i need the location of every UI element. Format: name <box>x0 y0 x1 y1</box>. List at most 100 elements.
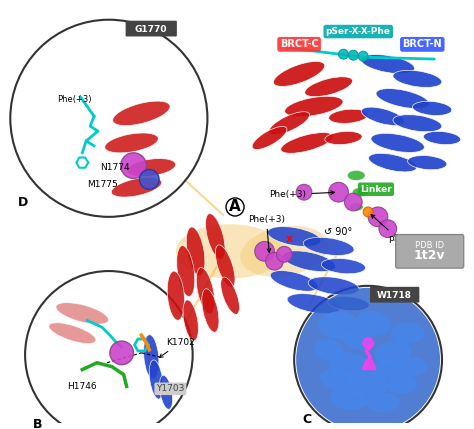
Text: G1770: G1770 <box>135 25 167 34</box>
Text: B: B <box>33 418 43 429</box>
Polygon shape <box>362 360 376 370</box>
Ellipse shape <box>252 127 287 150</box>
Ellipse shape <box>287 294 341 314</box>
Circle shape <box>255 242 274 261</box>
Ellipse shape <box>347 372 389 397</box>
Ellipse shape <box>111 178 162 197</box>
Text: K1702: K1702 <box>159 338 195 357</box>
Ellipse shape <box>398 357 427 377</box>
Ellipse shape <box>113 101 170 126</box>
Ellipse shape <box>376 89 429 109</box>
Ellipse shape <box>56 303 109 324</box>
Ellipse shape <box>127 159 176 177</box>
Circle shape <box>10 20 208 217</box>
Ellipse shape <box>330 388 367 410</box>
Text: Phe(+3): Phe(+3) <box>270 190 335 199</box>
Circle shape <box>110 341 134 365</box>
Ellipse shape <box>149 360 163 399</box>
Ellipse shape <box>352 188 368 196</box>
Text: 1t2v: 1t2v <box>413 249 445 262</box>
Ellipse shape <box>215 245 235 287</box>
FancyBboxPatch shape <box>370 287 419 302</box>
FancyBboxPatch shape <box>126 21 177 36</box>
Ellipse shape <box>423 131 461 145</box>
Ellipse shape <box>408 156 447 170</box>
Text: Y1703: Y1703 <box>156 384 184 393</box>
Ellipse shape <box>176 224 284 278</box>
Ellipse shape <box>361 54 415 73</box>
Ellipse shape <box>305 77 353 97</box>
Ellipse shape <box>318 311 359 339</box>
Ellipse shape <box>393 115 442 132</box>
Ellipse shape <box>347 170 365 180</box>
Circle shape <box>363 207 373 217</box>
Text: Linker: Linker <box>360 185 392 194</box>
Text: BRCT-C: BRCT-C <box>280 39 319 49</box>
Ellipse shape <box>325 131 362 145</box>
Ellipse shape <box>393 70 442 88</box>
Text: pSer-X-X-Phe: pSer-X-X-Phe <box>326 27 391 36</box>
Ellipse shape <box>372 360 403 380</box>
Circle shape <box>338 49 348 59</box>
Ellipse shape <box>221 277 239 314</box>
Circle shape <box>121 153 146 178</box>
Ellipse shape <box>281 133 333 153</box>
Ellipse shape <box>270 271 318 291</box>
Ellipse shape <box>321 259 365 274</box>
Ellipse shape <box>388 375 417 394</box>
Circle shape <box>296 288 440 429</box>
Ellipse shape <box>186 227 205 276</box>
Text: Phe(+3): Phe(+3) <box>58 94 92 103</box>
Circle shape <box>345 193 362 211</box>
Ellipse shape <box>365 392 400 412</box>
Circle shape <box>25 271 192 429</box>
Text: H1746: H1746 <box>67 382 97 391</box>
Ellipse shape <box>328 296 369 311</box>
Text: M1775: M1775 <box>87 180 118 189</box>
Ellipse shape <box>105 133 158 153</box>
Ellipse shape <box>269 112 310 135</box>
Text: W1718: W1718 <box>377 291 412 300</box>
Ellipse shape <box>412 101 452 115</box>
Ellipse shape <box>196 268 215 314</box>
Text: D: D <box>18 196 28 209</box>
Polygon shape <box>363 339 373 347</box>
Circle shape <box>368 207 388 227</box>
Text: C: C <box>302 413 311 426</box>
Ellipse shape <box>202 289 219 332</box>
Circle shape <box>139 169 159 189</box>
Ellipse shape <box>267 227 321 247</box>
Circle shape <box>379 220 397 238</box>
Circle shape <box>358 51 368 61</box>
Ellipse shape <box>49 323 96 344</box>
Text: BRCT-N: BRCT-N <box>402 39 442 49</box>
Ellipse shape <box>177 246 195 296</box>
Ellipse shape <box>273 61 325 86</box>
Circle shape <box>348 50 358 60</box>
Ellipse shape <box>329 109 368 124</box>
Ellipse shape <box>390 322 425 344</box>
Ellipse shape <box>159 375 173 409</box>
Text: x: x <box>286 233 293 244</box>
Ellipse shape <box>369 154 417 172</box>
Circle shape <box>265 252 283 270</box>
Ellipse shape <box>285 97 343 117</box>
Ellipse shape <box>361 107 404 125</box>
Text: ↺ 90°: ↺ 90° <box>324 227 353 237</box>
Text: A: A <box>229 199 241 214</box>
Text: PDB ID: PDB ID <box>415 242 444 251</box>
FancyBboxPatch shape <box>396 235 464 268</box>
Circle shape <box>276 246 292 262</box>
Ellipse shape <box>183 300 198 341</box>
Ellipse shape <box>355 311 392 336</box>
Ellipse shape <box>240 226 328 277</box>
Ellipse shape <box>303 237 354 255</box>
Ellipse shape <box>319 368 354 391</box>
Ellipse shape <box>144 335 159 379</box>
Text: N1774: N1774 <box>100 163 129 172</box>
Text: Phe(+3): Phe(+3) <box>248 215 285 252</box>
Circle shape <box>296 184 312 200</box>
Ellipse shape <box>328 352 368 377</box>
Ellipse shape <box>374 341 411 365</box>
Ellipse shape <box>308 277 359 295</box>
